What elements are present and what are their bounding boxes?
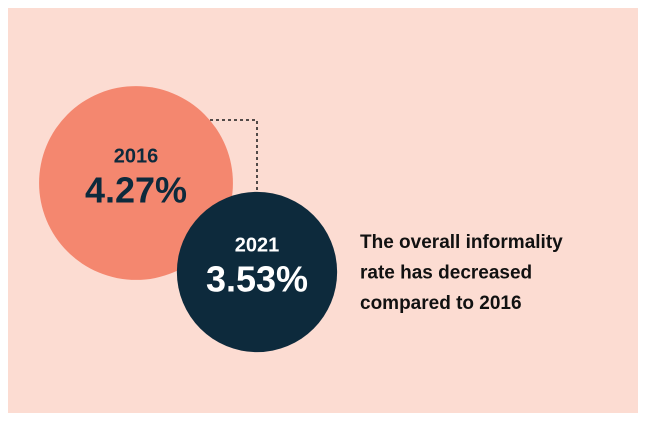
bubble	[39, 86, 233, 280]
annotation: compared to 2016	[360, 293, 522, 314]
annotation: The overall informality	[360, 232, 563, 253]
annotation: rate has decreased	[360, 263, 532, 284]
year-label: 2016	[114, 145, 159, 167]
value-label: 4.27%	[85, 170, 187, 211]
year-label: 2021	[235, 234, 280, 256]
value-label: 3.53%	[206, 259, 308, 300]
bubble	[176, 191, 338, 353]
